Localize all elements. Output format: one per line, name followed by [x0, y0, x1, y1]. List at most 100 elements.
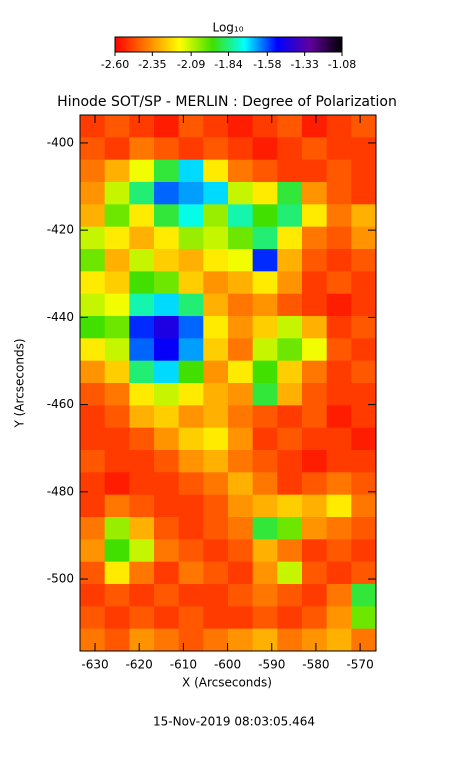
heatmap-cell: [277, 606, 303, 630]
heatmap-cell: [326, 316, 352, 339]
heatmap-cell: [178, 427, 204, 451]
heatmap: [80, 115, 377, 652]
heatmap-cell: [203, 271, 229, 295]
heatmap-cell: [154, 628, 180, 652]
heatmap-cell: [129, 204, 155, 228]
heatmap-cell: [129, 606, 155, 630]
heatmap-cell: [277, 539, 303, 563]
heatmap-cell: [302, 517, 328, 540]
heatmap-cell: [178, 249, 204, 272]
heatmap-cell: [129, 472, 155, 496]
heatmap-cell: [154, 316, 180, 339]
heatmap-cell: [178, 472, 204, 496]
heatmap-cell: [302, 405, 328, 429]
heatmap-cell: [80, 584, 106, 607]
heatmap-cell: [104, 271, 130, 295]
heatmap-cell: [203, 405, 229, 429]
heatmap-cell: [178, 226, 204, 250]
heatmap-cell: [80, 360, 106, 384]
heatmap-cell: [104, 137, 130, 161]
heatmap-cell: [277, 584, 303, 607]
heatmap-cell: [228, 561, 254, 585]
colorbar-tick-label: -2.35: [138, 58, 166, 71]
heatmap-cell: [129, 271, 155, 295]
y-tick-label: -460: [47, 397, 74, 411]
heatmap-cell: [228, 338, 254, 362]
heatmap-cell: [351, 517, 377, 540]
heatmap-cell: [252, 226, 278, 250]
x-tick-label: -580: [302, 658, 329, 672]
heatmap-cell: [129, 360, 155, 384]
heatmap-cell: [277, 204, 303, 228]
heatmap-cell: [351, 204, 377, 228]
colorbar-tick-label: -2.60: [101, 58, 129, 71]
heatmap-cell: [154, 405, 180, 429]
heatmap-cell: [154, 115, 180, 138]
heatmap-cell: [203, 472, 229, 496]
heatmap-cell: [351, 182, 377, 205]
heatmap-cell: [351, 494, 377, 518]
heatmap-cell: [80, 316, 106, 339]
heatmap-cell: [80, 271, 106, 295]
heatmap-cell: [302, 204, 328, 228]
heatmap-cell: [154, 584, 180, 607]
heatmap-cell: [154, 606, 180, 630]
heatmap-cell: [228, 472, 254, 496]
heatmap-cell: [351, 539, 377, 563]
heatmap-cell: [302, 182, 328, 205]
heatmap-cell: [302, 628, 328, 652]
heatmap-cell: [302, 338, 328, 362]
heatmap-cell: [228, 159, 254, 183]
heatmap-cell: [351, 316, 377, 339]
heatmap-cell: [80, 249, 106, 272]
heatmap-cell: [178, 159, 204, 183]
heatmap-cell: [104, 606, 130, 630]
heatmap-cell: [277, 271, 303, 295]
heatmap-cell: [80, 137, 106, 161]
heatmap-cell: [228, 539, 254, 563]
heatmap-cell: [104, 561, 130, 585]
heatmap-cell: [80, 182, 106, 205]
heatmap-cell: [154, 159, 180, 183]
heatmap-cell: [154, 472, 180, 496]
heatmap-cell: [277, 561, 303, 585]
heatmap-cell: [178, 606, 204, 630]
heatmap-cell: [228, 383, 254, 406]
heatmap-cell: [80, 606, 106, 630]
heatmap-cell: [277, 517, 303, 540]
heatmap-cell: [203, 316, 229, 339]
x-tick-label: -630: [81, 658, 108, 672]
heatmap-cell: [326, 539, 352, 563]
heatmap-cell: [129, 226, 155, 250]
heatmap-cell: [203, 338, 229, 362]
heatmap-cell: [277, 472, 303, 496]
heatmap-cell: [80, 115, 106, 138]
heatmap-cell: [129, 450, 155, 473]
heatmap-cell: [104, 517, 130, 540]
x-axis-label: X (Arcseconds): [182, 676, 272, 690]
y-tick-label: -400: [47, 135, 74, 149]
heatmap-cell: [277, 338, 303, 362]
heatmap-cell: [302, 115, 328, 138]
y-tick-label: -480: [47, 484, 74, 498]
heatmap-cell: [302, 383, 328, 406]
heatmap-cell: [326, 584, 352, 607]
heatmap-cell: [302, 427, 328, 451]
heatmap-cell: [203, 450, 229, 473]
heatmap-cell: [252, 338, 278, 362]
heatmap-cell: [228, 182, 254, 205]
colorbar-tick-label: -1.58: [253, 58, 281, 71]
heatmap-cell: [178, 561, 204, 585]
heatmap-cell: [203, 628, 229, 652]
heatmap-cell: [154, 226, 180, 250]
heatmap-cell: [104, 450, 130, 473]
heatmap-cell: [302, 472, 328, 496]
heatmap-cell: [252, 606, 278, 630]
heatmap-cell: [351, 115, 377, 138]
heatmap-cell: [104, 405, 130, 429]
heatmap-cell: [178, 450, 204, 473]
heatmap-cell: [203, 494, 229, 518]
heatmap-cell: [326, 338, 352, 362]
heatmap-cell: [302, 494, 328, 518]
heatmap-cell: [351, 338, 377, 362]
